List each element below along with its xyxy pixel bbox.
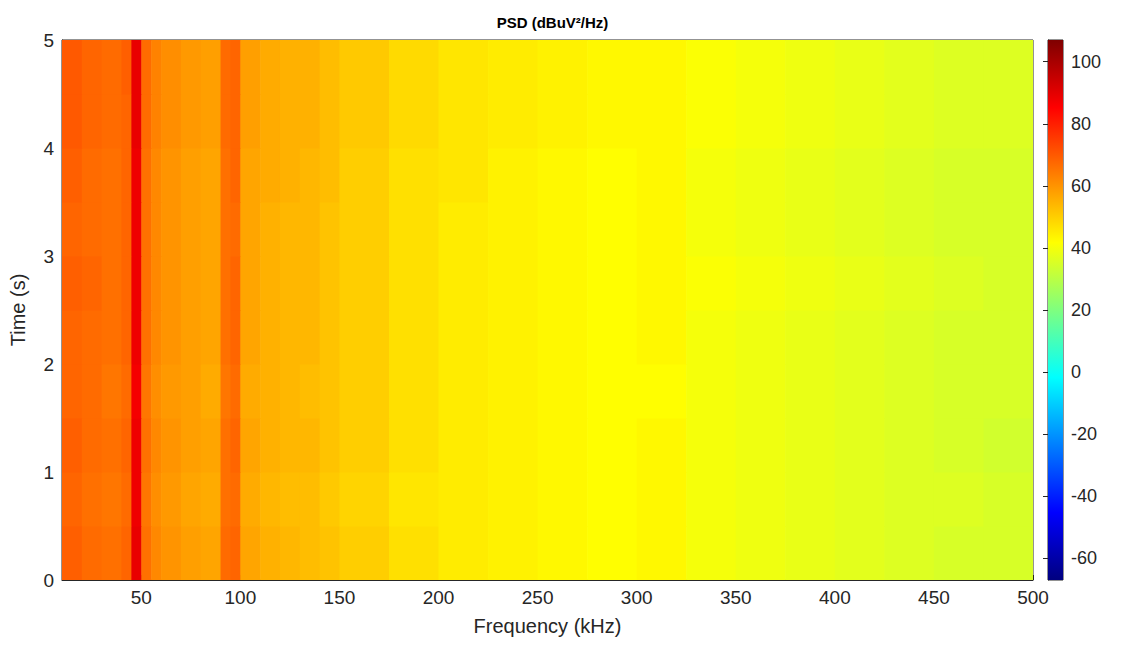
svg-text:5: 5 (43, 30, 54, 51)
svg-text:-20: -20 (1071, 424, 1097, 444)
svg-text:40: 40 (1071, 238, 1091, 258)
svg-text:300: 300 (621, 587, 653, 608)
svg-text:200: 200 (423, 587, 455, 608)
svg-text:60: 60 (1071, 176, 1091, 196)
svg-text:100: 100 (1071, 52, 1101, 72)
svg-text:-60: -60 (1071, 548, 1097, 568)
svg-text:4: 4 (43, 138, 54, 159)
svg-text:1: 1 (43, 462, 54, 483)
svg-text:-40: -40 (1071, 486, 1097, 506)
svg-text:50: 50 (131, 587, 152, 608)
svg-text:350: 350 (720, 587, 752, 608)
svg-text:400: 400 (819, 587, 851, 608)
svg-text:Frequency (kHz): Frequency (kHz) (474, 615, 622, 637)
svg-text:20: 20 (1071, 300, 1091, 320)
svg-text:250: 250 (522, 587, 554, 608)
svg-text:2: 2 (43, 354, 54, 375)
svg-text:80: 80 (1071, 114, 1091, 134)
svg-text:0: 0 (1071, 362, 1081, 382)
svg-text:Time (s): Time (s) (7, 274, 29, 347)
svg-text:100: 100 (224, 587, 256, 608)
svg-text:3: 3 (43, 246, 54, 267)
svg-text:150: 150 (324, 587, 356, 608)
svg-text:500: 500 (1017, 587, 1049, 608)
svg-text:PSD (dBuV²/Hz): PSD (dBuV²/Hz) (497, 14, 609, 31)
svg-text:0: 0 (43, 570, 54, 591)
svg-text:450: 450 (918, 587, 950, 608)
